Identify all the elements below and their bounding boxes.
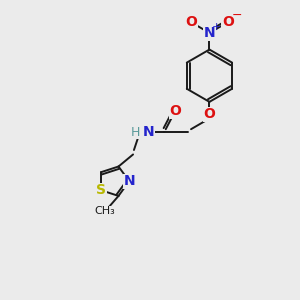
Text: O: O <box>169 104 181 118</box>
Text: S: S <box>96 183 106 197</box>
Text: O: O <box>203 107 215 121</box>
Text: −: − <box>232 9 243 22</box>
Text: N: N <box>123 174 135 188</box>
Text: +: + <box>211 22 221 32</box>
Text: N: N <box>143 125 154 139</box>
Text: O: O <box>185 15 197 29</box>
Text: O: O <box>222 15 234 29</box>
Text: N: N <box>204 26 215 40</box>
Text: CH₃: CH₃ <box>95 206 116 216</box>
Text: H: H <box>131 126 140 139</box>
